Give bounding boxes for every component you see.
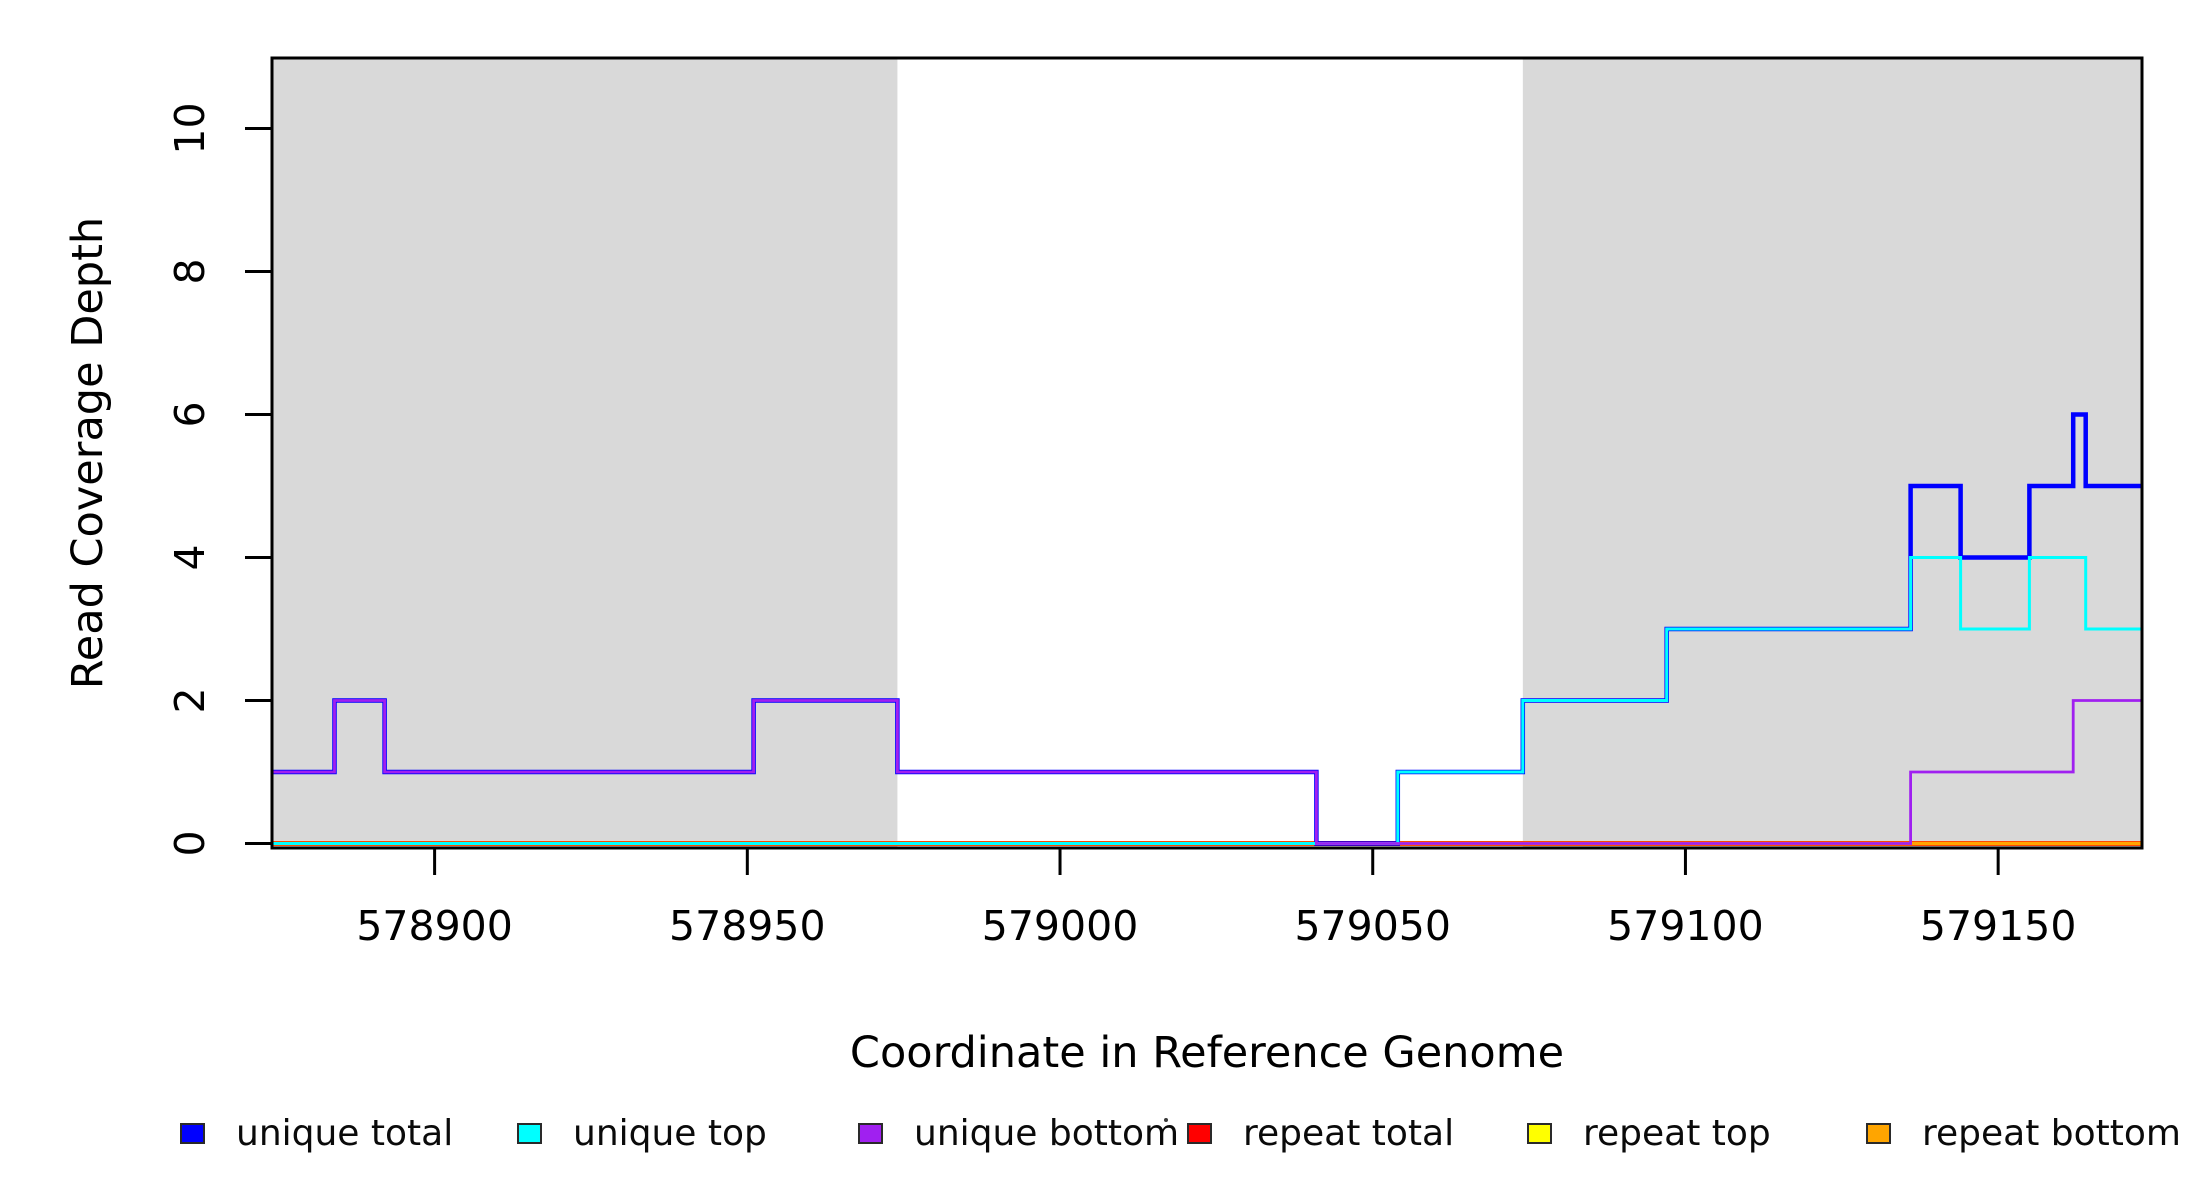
y-tick-label: 4 bbox=[166, 544, 214, 570]
y-axis-title: Read Coverage Depth bbox=[63, 216, 113, 690]
y-tick-label: 0 bbox=[166, 830, 214, 856]
y-tick-label: 6 bbox=[166, 401, 214, 427]
series-line-unique-bottom bbox=[272, 699, 2142, 845]
series-line-unique-top bbox=[272, 556, 2142, 845]
x-tick-label: 578900 bbox=[356, 902, 513, 950]
x-tick-label: 579100 bbox=[1607, 902, 1764, 950]
x-tick-label: 578950 bbox=[669, 902, 826, 950]
y-tick-label: 10 bbox=[166, 102, 214, 154]
plot-frame bbox=[270, 56, 2144, 850]
y-tick-label: 2 bbox=[166, 687, 214, 713]
y-tick-label: 8 bbox=[166, 258, 214, 284]
shaded-region-2 bbox=[1522, 58, 2142, 847]
shaded-region-1 bbox=[272, 58, 898, 847]
x-axis-title: Coordinate in Reference Genome bbox=[849, 1028, 1565, 1078]
x-tick-label: 579150 bbox=[1920, 902, 2077, 950]
x-tick-label: 579050 bbox=[1294, 902, 1451, 950]
x-tick-label: 579000 bbox=[982, 902, 1139, 950]
stray-mark bbox=[1164, 1118, 1168, 1122]
